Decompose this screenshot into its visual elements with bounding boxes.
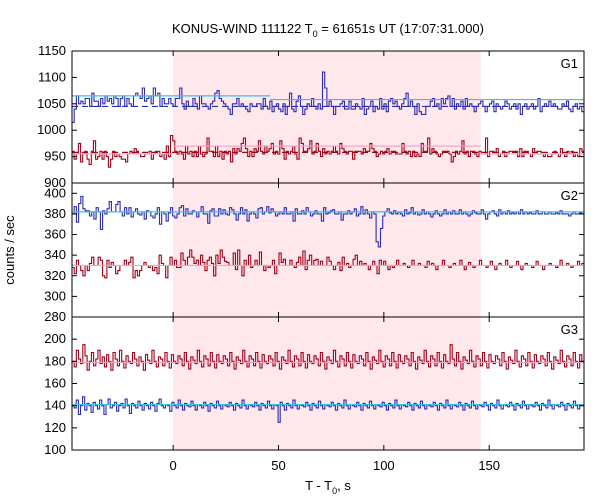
y-tick-label: 340 bbox=[44, 247, 66, 262]
shaded-interval bbox=[173, 51, 481, 450]
panel-g2: 280 300 320 340 360 380 400 G2 bbox=[44, 182, 585, 324]
y-tick-label: 100 bbox=[44, 442, 66, 457]
y-tick-label: 120 bbox=[44, 420, 66, 435]
y-tick-label: 950 bbox=[44, 149, 66, 164]
panel-g3: 100 120 140 160 180 200 G3 bbox=[44, 316, 585, 457]
panel-label: G1 bbox=[561, 56, 578, 71]
y-tick-label: 160 bbox=[44, 376, 66, 391]
y-tick-label: 1050 bbox=[37, 96, 66, 111]
x-tick-label: 50 bbox=[271, 458, 285, 473]
y-tick-label: 300 bbox=[44, 288, 66, 303]
y-tick-label: 200 bbox=[44, 331, 66, 346]
y-tick-label: 360 bbox=[44, 227, 66, 242]
panel-g1: 900 950 1000 1050 1100 1150 G1 bbox=[37, 43, 585, 190]
y-tick-label: 320 bbox=[44, 268, 66, 283]
y-tick-label: 380 bbox=[44, 206, 66, 221]
y-tick-label: 280 bbox=[44, 309, 66, 324]
y-tick-label: 1150 bbox=[38, 43, 66, 58]
y-tick-label: 1000 bbox=[37, 122, 66, 137]
y-tick-label: 140 bbox=[44, 398, 66, 413]
panel-label: G3 bbox=[561, 322, 578, 337]
y-tick-label: 900 bbox=[44, 175, 66, 190]
y-tick-label: 180 bbox=[44, 353, 66, 368]
x-tick-label: 100 bbox=[373, 458, 395, 473]
x-tick-label: 0 bbox=[170, 458, 177, 473]
chart-title: KONUS-WIND 111122 T0 = 61651s UT (17:07:… bbox=[172, 21, 484, 39]
chart-panels: 9009501000105011001150G12803003203403603… bbox=[37, 43, 585, 473]
series-g3-blue bbox=[72, 396, 584, 423]
y-tick-label: 400 bbox=[44, 185, 66, 200]
panel-label: G2 bbox=[561, 188, 578, 203]
y-tick-label: 1100 bbox=[38, 69, 66, 84]
y-axis-label: counts / sec bbox=[2, 215, 17, 285]
series-g1-red bbox=[72, 134, 584, 168]
x-axis-label: T - T0, s bbox=[305, 478, 351, 496]
x-tick-label: 150 bbox=[478, 458, 500, 473]
series-g3-red bbox=[72, 344, 584, 371]
